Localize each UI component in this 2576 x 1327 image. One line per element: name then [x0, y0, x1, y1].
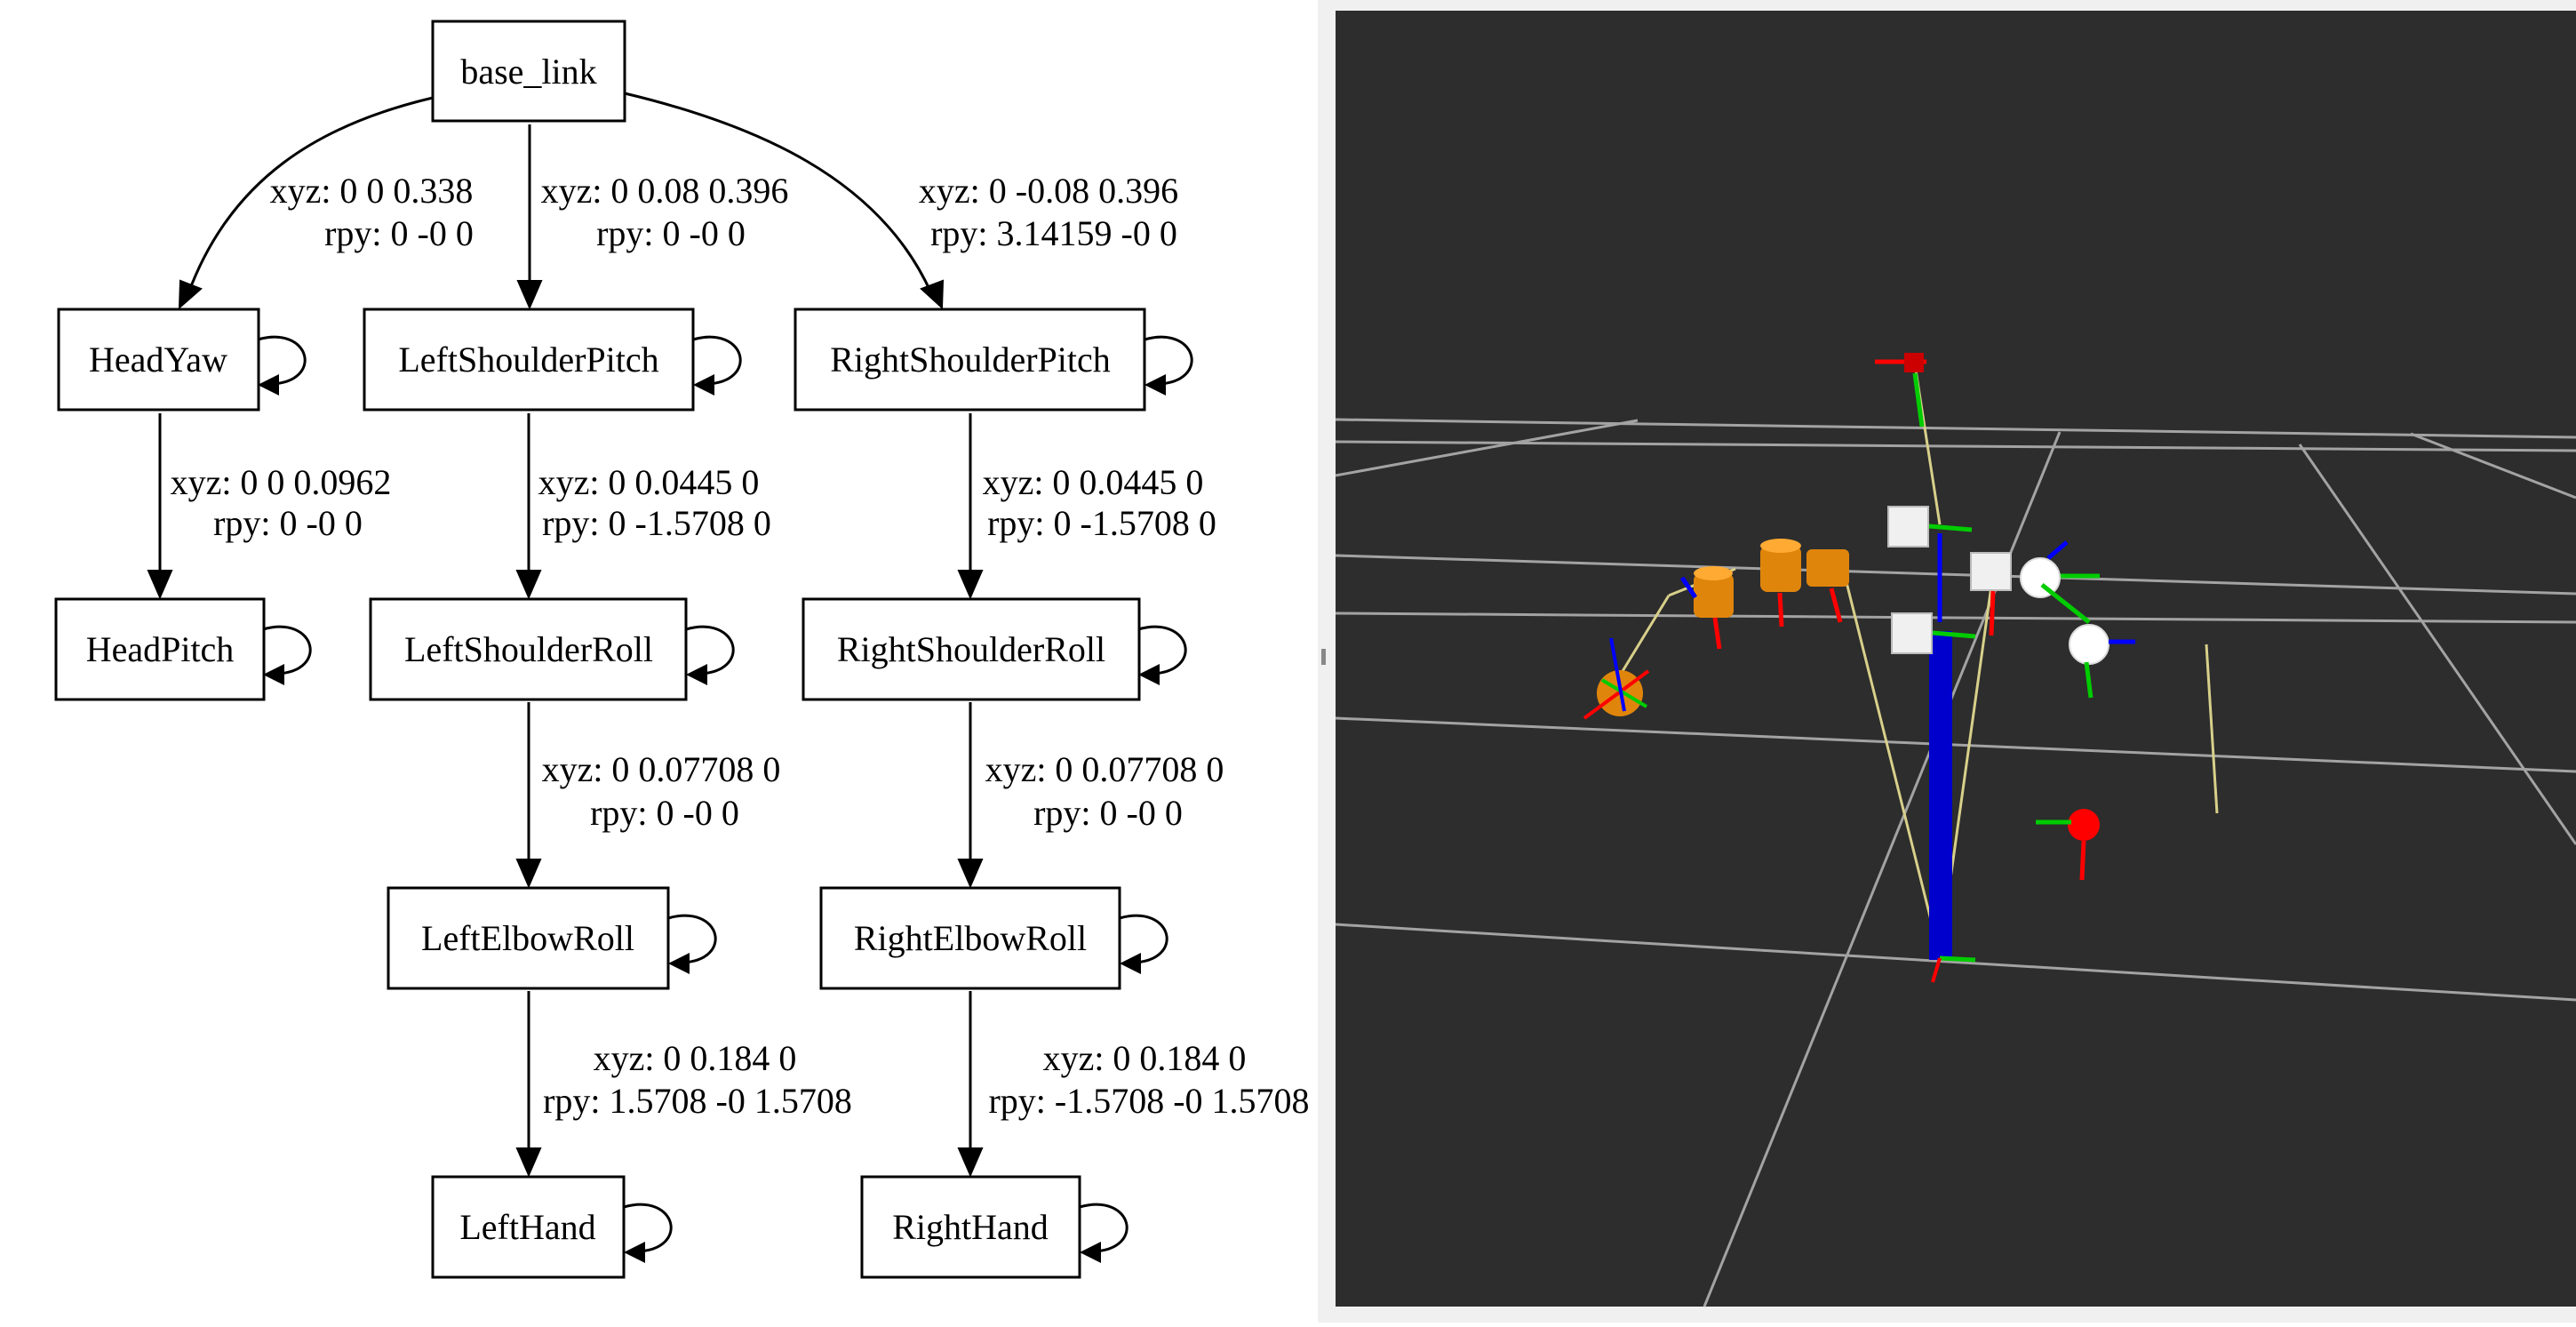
- node-label: base_link: [460, 52, 596, 92]
- arrowhead: [1080, 1242, 1101, 1263]
- node-label: LeftElbowRoll: [421, 918, 634, 958]
- edge-xyz-label: xyz: 0 0.07708 0: [985, 749, 1224, 789]
- edge-xyz-label: xyz: 0 0.0445 0: [538, 462, 760, 502]
- edge-rpy-label: rpy: 0 -1.5708 0: [987, 503, 1216, 543]
- arrowhead: [1144, 374, 1166, 396]
- node-rightshoulderroll: [802, 597, 1141, 701]
- arrowhead: [515, 1147, 542, 1178]
- arrowhead: [515, 570, 542, 600]
- arrowhead: [957, 859, 984, 889]
- node-rightshoulderpitch: [794, 308, 1146, 412]
- node-label: LeftHand: [459, 1207, 595, 1247]
- node-label: RightShoulderPitch: [830, 340, 1111, 380]
- arrowhead: [624, 1242, 645, 1263]
- viewer-background: [1336, 11, 2576, 1307]
- edge-rpy-label: rpy: 0 -0 0: [596, 213, 746, 253]
- node-leftelbowroll: [387, 886, 670, 990]
- arrowhead: [668, 953, 690, 974]
- joint-cubes: [1887, 506, 2012, 654]
- arrowhead: [1120, 953, 1141, 974]
- edge-rpy-label: rpy: 0 -0 0: [213, 503, 363, 543]
- robot-3d-viewer[interactable]: [1318, 0, 2576, 1323]
- edge-xyz-label: xyz: 0 0 0.0962: [171, 462, 392, 502]
- link-tree-svg: base_link HeadYaw LeftShoulderPitch Righ…: [54, 20, 1310, 1279]
- edge-xyz-label: xyz: 0 0.08 0.396: [541, 171, 789, 211]
- arrowhead: [920, 279, 945, 310]
- self-loop: [262, 625, 312, 675]
- edge-base-rightshoulderpitch: [624, 92, 933, 294]
- arrowhead: [263, 664, 284, 685]
- edge-rpy-label: rpy: 0 -0 0: [590, 793, 739, 833]
- node-label: HeadPitch: [86, 629, 235, 669]
- arrowhead: [258, 374, 279, 396]
- arrowhead: [147, 570, 173, 600]
- node-label: HeadYaw: [89, 340, 227, 380]
- arrowhead: [957, 570, 984, 600]
- self-loop: [667, 914, 717, 964]
- node-rightelbowroll: [819, 886, 1121, 990]
- arrowhead: [693, 374, 714, 396]
- edge-base-headyaw: [187, 96, 434, 294]
- self-loop: [257, 335, 307, 386]
- node-label: RightHand: [892, 1207, 1049, 1247]
- edge-rpy-label: rpy: 0 -1.5708 0: [542, 503, 771, 543]
- panel-splitter-handle[interactable]: [1321, 649, 1326, 665]
- edge-xyz-label: xyz: 0 0.184 0: [1043, 1038, 1247, 1078]
- node-leftshoulderroll: [369, 597, 688, 701]
- arrowhead: [178, 279, 203, 310]
- edge-rpy-label: rpy: 1.5708 -0 1.5708: [543, 1081, 852, 1121]
- edge-rpy-label: rpy: 3.14159 -0 0: [930, 213, 1177, 253]
- arrowhead: [957, 1147, 984, 1178]
- node-leftshoulderpitch: [363, 308, 695, 412]
- arrowhead: [515, 859, 542, 889]
- head-frame: [1875, 353, 1926, 428]
- viewer-svg: [1321, 11, 2576, 1307]
- edge-xyz-label: xyz: 0 0.0445 0: [983, 462, 1204, 502]
- node-label: LeftShoulderRoll: [404, 629, 653, 669]
- arrowhead: [686, 664, 707, 685]
- edge-rpy-label: rpy: 0 -0 0: [324, 213, 474, 253]
- torso-link: [1929, 631, 1952, 960]
- edge-rpy-label: rpy: -1.5708 -0 1.5708: [988, 1081, 1309, 1121]
- node-label: RightElbowRoll: [854, 918, 1087, 958]
- right-arm-joints: [2020, 540, 2135, 881]
- node-label: LeftShoulderPitch: [398, 340, 658, 380]
- edge-xyz-label: xyz: 0 0.07708 0: [542, 749, 781, 789]
- self-loop: [1119, 914, 1168, 964]
- edge-rpy-label: rpy: 0 -0 0: [1033, 793, 1183, 833]
- node-headyaw: [57, 308, 260, 412]
- link-tree-diagram: base_link HeadYaw LeftShoulderPitch Righ…: [54, 20, 1310, 1279]
- base-frame: [1931, 955, 1976, 983]
- self-loop: [1137, 625, 1187, 675]
- self-loop: [692, 335, 742, 386]
- node-label: RightShoulderRoll: [837, 629, 1105, 669]
- edge-xyz-label: xyz: 0 0 0.338: [270, 171, 474, 211]
- self-loop: [1144, 335, 1193, 386]
- arrowhead: [516, 280, 543, 310]
- self-loop: [685, 625, 735, 675]
- node-base-link: [431, 20, 626, 123]
- node-righthand: [860, 1175, 1081, 1279]
- edge-xyz-label: xyz: 0 0.184 0: [594, 1038, 797, 1078]
- self-loop: [1079, 1203, 1128, 1253]
- left-arm-joints: [1583, 539, 1849, 720]
- node-headpitch: [54, 597, 266, 701]
- edge-xyz-label: xyz: 0 -0.08 0.396: [919, 171, 1178, 211]
- arrowhead: [1138, 664, 1160, 685]
- node-lefthand: [431, 1175, 626, 1279]
- self-loop: [623, 1203, 673, 1253]
